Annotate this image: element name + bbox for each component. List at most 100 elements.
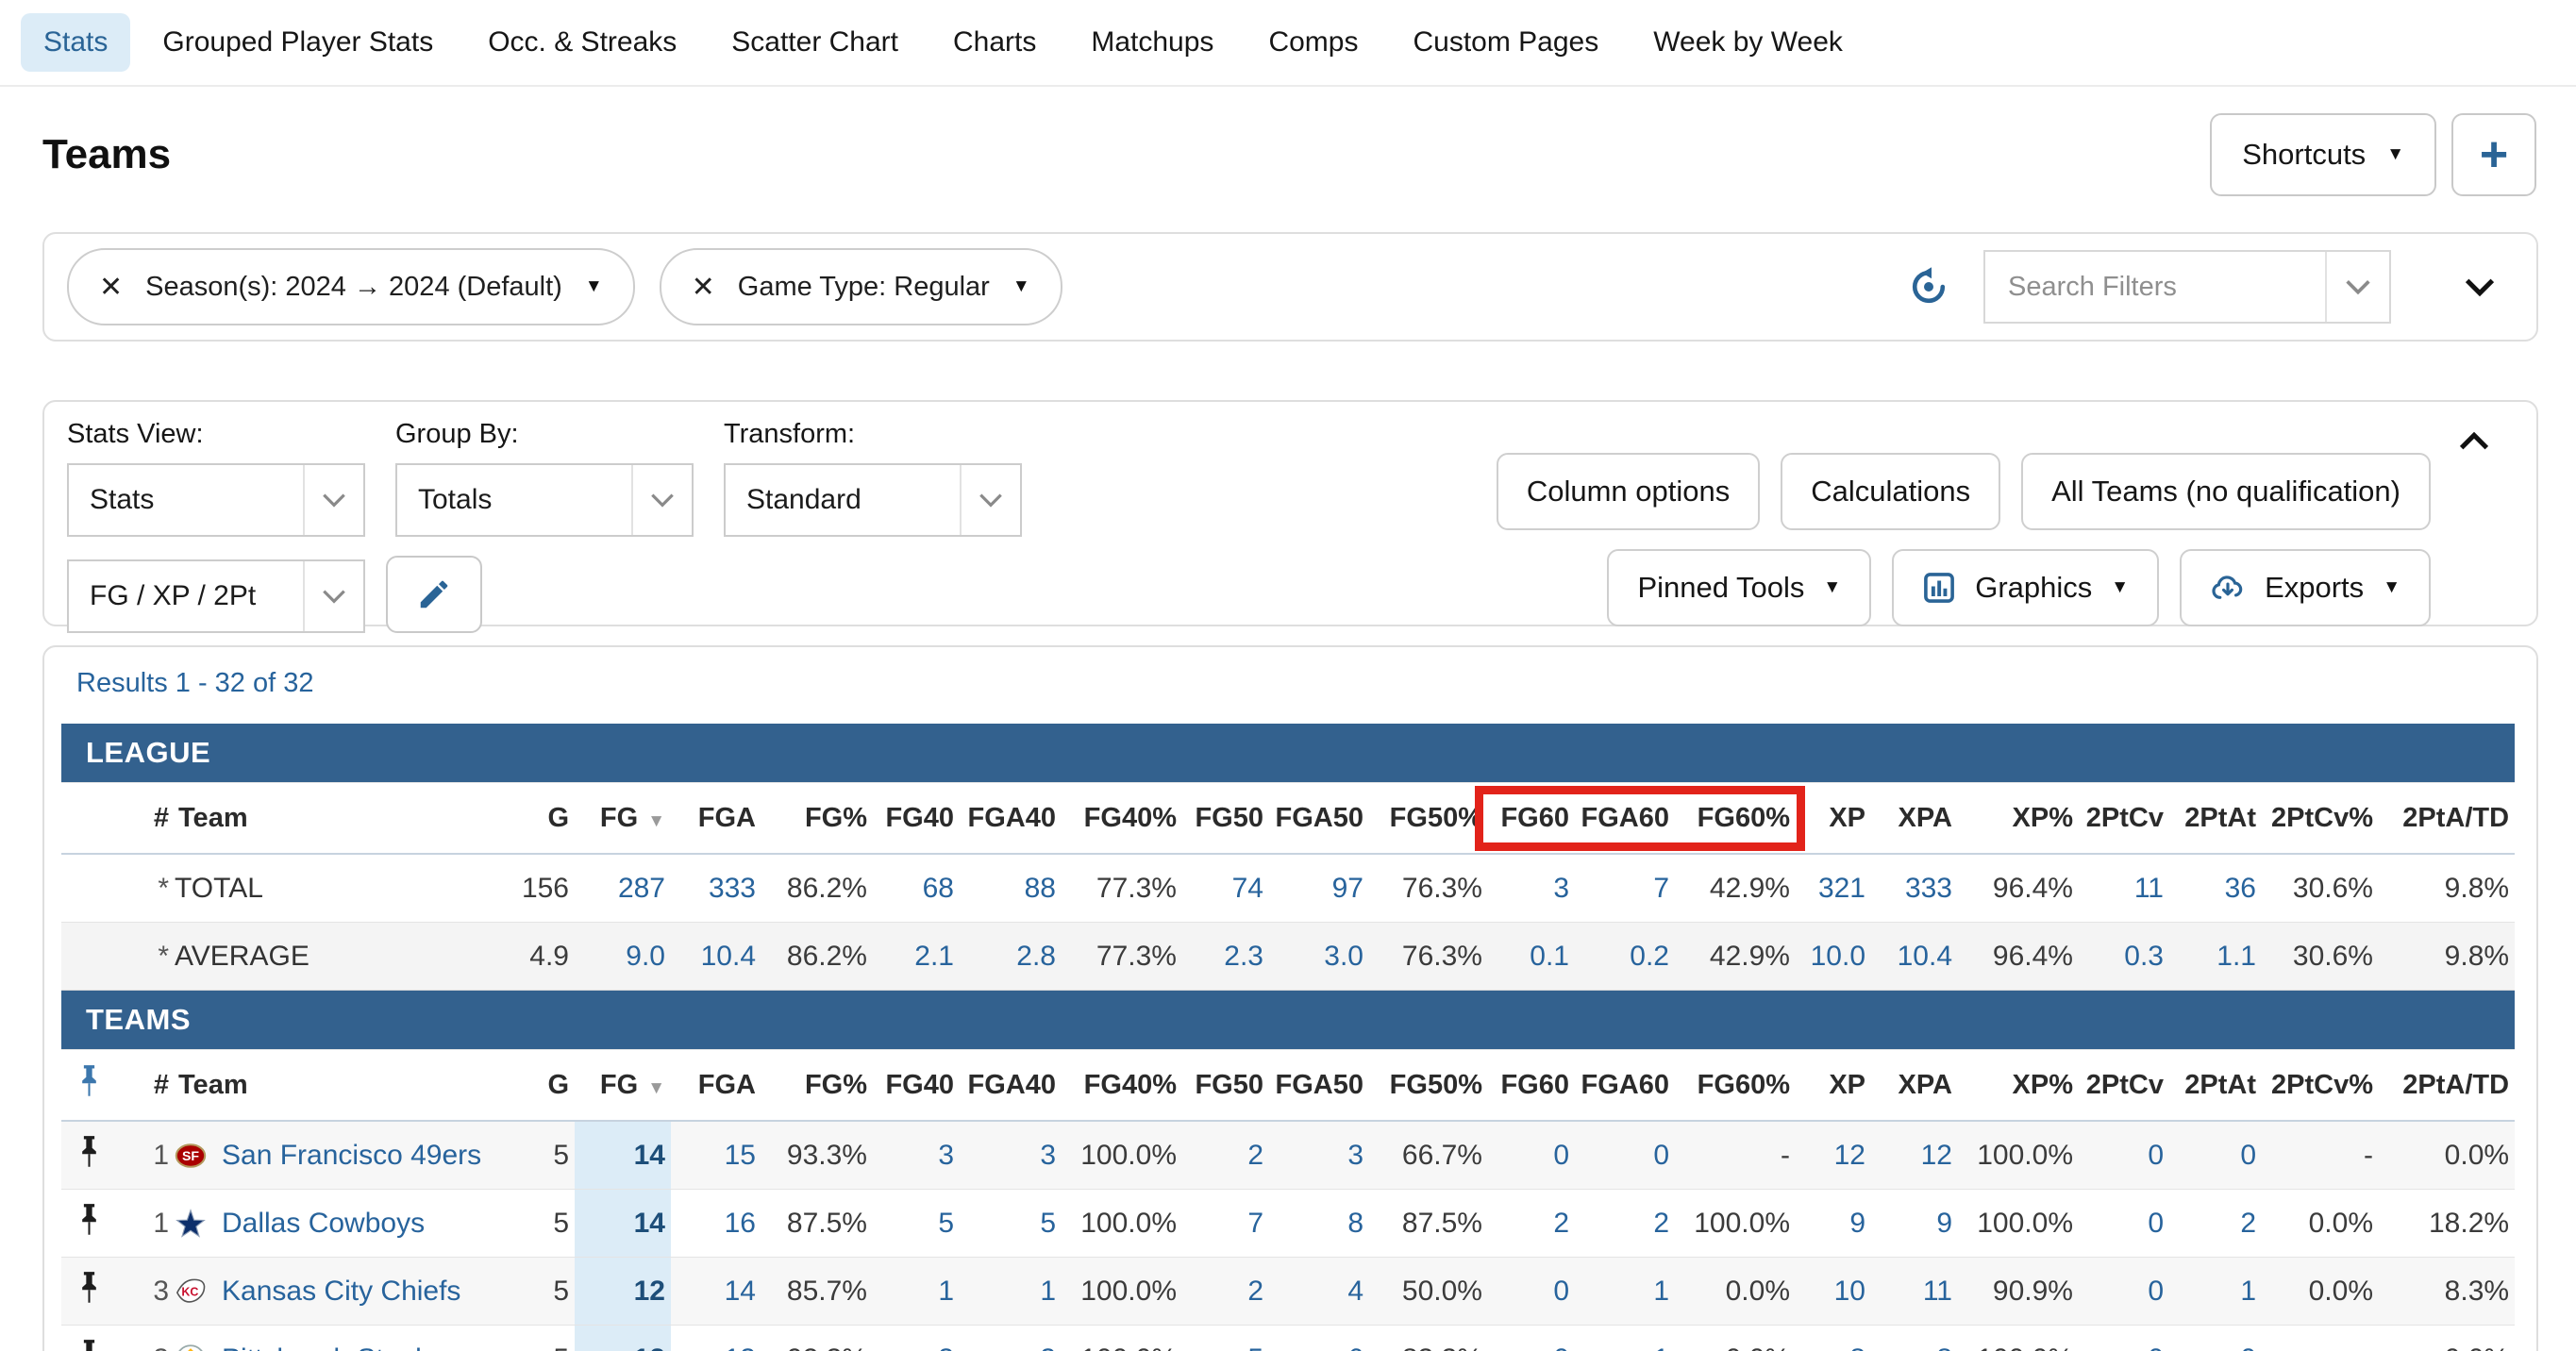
stat-cell-xpa[interactable]: 10.4 bbox=[1871, 922, 1958, 991]
column-header-xp[interactable]: XP bbox=[1796, 1049, 1871, 1122]
stat-cell-2ptat[interactable]: 0 bbox=[2169, 1121, 2262, 1190]
filter-history-icon[interactable] bbox=[1906, 264, 1951, 309]
stat-cell-fg50[interactable]: 7 bbox=[1182, 1189, 1269, 1258]
pin-column-header[interactable] bbox=[61, 1049, 122, 1122]
stat-cell-fg40[interactable]: 5 bbox=[873, 1189, 960, 1258]
nav-tab-custom-pages[interactable]: Custom Pages bbox=[1413, 26, 1599, 58]
stat-cell-fg60[interactable]: 0 bbox=[1488, 1257, 1575, 1326]
stat-cell-2ptcv[interactable]: 0.3 bbox=[2079, 922, 2169, 991]
exports-button[interactable]: Exports ▼ bbox=[2180, 549, 2431, 626]
column-header-fg[interactable]: FG% bbox=[761, 782, 873, 855]
stat-cell-fg40[interactable]: 3 bbox=[873, 1325, 960, 1351]
column-header-fg60[interactable]: FG60% bbox=[1675, 1049, 1796, 1122]
column-header-team[interactable]: Team bbox=[175, 782, 514, 855]
stat-cell-fga60[interactable]: 1 bbox=[1575, 1257, 1675, 1326]
stat-cell-fg50[interactable]: 5 bbox=[1182, 1325, 1269, 1351]
column-header-fg[interactable]: FG ▼ bbox=[575, 782, 671, 855]
column-header-2pta-td[interactable]: 2PtA/TD bbox=[2379, 1049, 2516, 1122]
filters-expand-chevron-icon[interactable] bbox=[2461, 268, 2499, 306]
column-header-fg50[interactable]: FG50 bbox=[1182, 782, 1269, 855]
column-header-[interactable]: # bbox=[122, 782, 175, 855]
search-dropdown-chevron-icon[interactable] bbox=[2325, 252, 2389, 322]
remove-filter-icon[interactable]: ✕ bbox=[691, 271, 715, 303]
stat-cell-2ptat[interactable]: 1.1 bbox=[2169, 922, 2262, 991]
team-link[interactable]: Dallas Cowboys bbox=[222, 1207, 426, 1239]
column-header-2ptcv[interactable]: 2PtCv bbox=[2079, 1049, 2169, 1122]
stat-cell-fg[interactable]: 14 bbox=[575, 1189, 671, 1258]
stat-cell-2ptcv[interactable]: 0 bbox=[2079, 1121, 2169, 1190]
stat-cell-xpa[interactable]: 8 bbox=[1871, 1325, 1958, 1351]
stats-view-select[interactable]: Stats bbox=[67, 463, 365, 537]
stat-cell-fg[interactable]: 14 bbox=[575, 1121, 671, 1190]
column-header-2ptat[interactable]: 2PtAt bbox=[2169, 1049, 2262, 1122]
stat-cell-fg40[interactable]: 68 bbox=[873, 854, 960, 923]
stat-cell-xpa[interactable]: 11 bbox=[1871, 1257, 1958, 1326]
nav-tab-scatter-chart[interactable]: Scatter Chart bbox=[731, 26, 898, 58]
pinned-tools-button[interactable]: Pinned Tools ▼ bbox=[1607, 549, 1872, 626]
column-header-fg40[interactable]: FG40% bbox=[1062, 782, 1182, 855]
stat-cell-fga60[interactable]: 0.2 bbox=[1575, 922, 1675, 991]
team-link[interactable]: San Francisco 49ers bbox=[222, 1139, 482, 1171]
calculations-button[interactable]: Calculations bbox=[1781, 453, 2001, 530]
stat-cell-2ptat[interactable]: 36 bbox=[2169, 854, 2262, 923]
stat-cell-fg50[interactable]: 2.3 bbox=[1182, 922, 1269, 991]
stat-cell-fg50[interactable]: 2 bbox=[1182, 1121, 1269, 1190]
stat-cell-fga40[interactable]: 5 bbox=[960, 1189, 1062, 1258]
column-header-2pta-td[interactable]: 2PtA/TD bbox=[2379, 782, 2516, 855]
column-header-fg40[interactable]: FG40 bbox=[873, 1049, 960, 1122]
edit-preset-button[interactable] bbox=[386, 556, 482, 633]
column-header-fga40[interactable]: FGA40 bbox=[960, 1049, 1062, 1122]
nav-tab-comps[interactable]: Comps bbox=[1268, 26, 1359, 58]
stat-cell-fg[interactable]: 9.0 bbox=[575, 922, 671, 991]
column-header-fga60[interactable]: FGA60 bbox=[1575, 1049, 1675, 1122]
nav-tab-week-by-week[interactable]: Week by Week bbox=[1653, 26, 1843, 58]
column-header-fg60[interactable]: FG60 bbox=[1488, 782, 1575, 855]
pin-icon[interactable] bbox=[61, 1189, 122, 1258]
add-page-button[interactable]: + bbox=[2451, 113, 2536, 196]
column-header-fga[interactable]: FGA bbox=[671, 1049, 761, 1122]
team-link[interactable]: Pittsburgh Steelers bbox=[222, 1343, 460, 1351]
column-header-xpa[interactable]: XPA bbox=[1871, 782, 1958, 855]
team-link[interactable]: Kansas City Chiefs bbox=[222, 1275, 461, 1307]
filter-chip-game-type[interactable]: ✕ Game Type: Regular ▼ bbox=[659, 248, 1062, 325]
column-header-fga[interactable]: FGA bbox=[671, 782, 761, 855]
pin-icon[interactable] bbox=[61, 1121, 122, 1190]
stat-cell-fga[interactable]: 13 bbox=[671, 1325, 761, 1351]
stat-cell-fga40[interactable]: 3 bbox=[960, 1325, 1062, 1351]
stat-cell-fg60[interactable]: 2 bbox=[1488, 1189, 1575, 1258]
column-header-2ptcv[interactable]: 2PtCv bbox=[2079, 782, 2169, 855]
stat-cell-fg60[interactable]: 0 bbox=[1488, 1121, 1575, 1190]
stat-cell-fg40[interactable]: 1 bbox=[873, 1257, 960, 1326]
stat-cell-fga[interactable]: 16 bbox=[671, 1189, 761, 1258]
stat-cell-xpa[interactable]: 12 bbox=[1871, 1121, 1958, 1190]
column-header-fg60[interactable]: FG60 bbox=[1488, 1049, 1575, 1122]
stat-cell-fga[interactable]: 14 bbox=[671, 1257, 761, 1326]
column-header-2ptcv[interactable]: 2PtCv% bbox=[2262, 1049, 2379, 1122]
column-header-fg50[interactable]: FG50% bbox=[1369, 1049, 1488, 1122]
qualification-button[interactable]: All Teams (no qualification) bbox=[2021, 453, 2431, 530]
stat-cell-fga60[interactable]: 7 bbox=[1575, 854, 1675, 923]
controls-collapse-chevron-icon[interactable] bbox=[2455, 423, 2493, 465]
column-header-fga60[interactable]: FGA60 bbox=[1575, 782, 1675, 855]
stat-cell-xpa[interactable]: 9 bbox=[1871, 1189, 1958, 1258]
stat-cell-fg40[interactable]: 2.1 bbox=[873, 922, 960, 991]
stat-cell-fg60[interactable]: 0 bbox=[1488, 1325, 1575, 1351]
stat-cell-xp[interactable]: 10.0 bbox=[1796, 922, 1871, 991]
column-header-xp[interactable]: XP% bbox=[1958, 782, 2079, 855]
stat-cell-fg60[interactable]: 0.1 bbox=[1488, 922, 1575, 991]
stat-cell-fga40[interactable]: 1 bbox=[960, 1257, 1062, 1326]
filter-chip-season-s[interactable]: ✕ Season(s): 2024 → 2024 (Default) ▼ bbox=[67, 248, 635, 325]
column-header-fg40[interactable]: FG40 bbox=[873, 782, 960, 855]
stat-preset-select[interactable]: FG / XP / 2Pt bbox=[67, 559, 365, 633]
pin-icon[interactable] bbox=[61, 1257, 122, 1326]
column-header-g[interactable]: G bbox=[514, 782, 575, 855]
stat-cell-fga50[interactable]: 3 bbox=[1269, 1121, 1369, 1190]
column-header-g[interactable]: G bbox=[514, 1049, 575, 1122]
column-header-fg[interactable]: FG% bbox=[761, 1049, 873, 1122]
stat-cell-fga50[interactable]: 8 bbox=[1269, 1189, 1369, 1258]
column-header-[interactable]: # bbox=[122, 1049, 175, 1122]
column-header-fg50[interactable]: FG50 bbox=[1182, 1049, 1269, 1122]
stat-cell-fga50[interactable]: 97 bbox=[1269, 854, 1369, 923]
nav-tab-grouped-player-stats[interactable]: Grouped Player Stats bbox=[162, 26, 434, 58]
stat-cell-2ptcv[interactable]: 0 bbox=[2079, 1189, 2169, 1258]
